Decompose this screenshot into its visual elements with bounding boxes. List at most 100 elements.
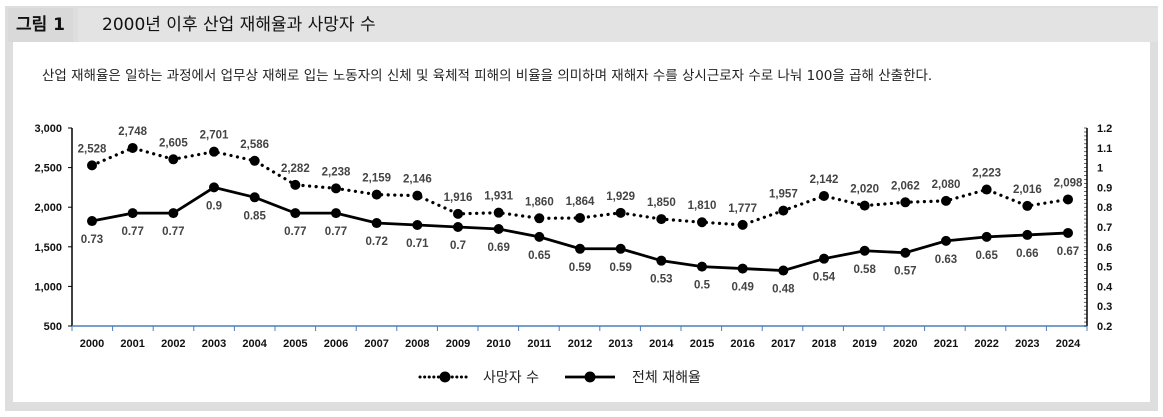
data-label: 0.48 xyxy=(772,284,795,296)
data-label: 1,929 xyxy=(606,191,635,203)
x-tick-label: 2020 xyxy=(893,338,917,350)
data-point xyxy=(1063,227,1073,238)
data-point xyxy=(168,208,179,219)
data-label: 0.77 xyxy=(325,226,347,238)
left-tick-label: 1,000 xyxy=(34,281,62,293)
x-tick-label: 2019 xyxy=(852,338,876,350)
data-label: 0.77 xyxy=(121,226,143,238)
x-tick-label: 2003 xyxy=(202,338,226,350)
data-label: 1,931 xyxy=(484,191,513,203)
data-point xyxy=(819,253,829,264)
x-tick-label: 2010 xyxy=(486,338,510,350)
data-label: 1,850 xyxy=(647,197,676,209)
legend-label: 전체 재해율 xyxy=(632,370,701,386)
data-point xyxy=(859,200,870,211)
data-label: 0.67 xyxy=(1057,246,1079,258)
data-point xyxy=(615,243,626,254)
right-tick-label: 0.5 xyxy=(1097,262,1112,274)
data-point xyxy=(371,218,382,229)
data-label: 0.59 xyxy=(569,262,591,274)
data-label: 0.77 xyxy=(162,226,184,238)
data-point xyxy=(1022,200,1033,211)
data-label: 2,159 xyxy=(362,173,391,185)
data-point xyxy=(778,205,789,216)
data-point xyxy=(697,217,707,228)
x-tick-label: 2001 xyxy=(120,338,144,350)
data-point xyxy=(87,160,97,171)
x-tick-label: 2007 xyxy=(364,338,388,350)
data-point xyxy=(900,247,911,258)
data-point xyxy=(1063,194,1073,205)
data-label: 2,016 xyxy=(1013,184,1042,196)
x-tick-label: 2000 xyxy=(80,338,104,350)
data-label: 2,142 xyxy=(810,174,839,186)
x-tick-label: 2016 xyxy=(730,338,754,350)
data-point xyxy=(453,222,463,232)
data-point xyxy=(493,207,504,218)
x-tick-label: 2015 xyxy=(690,338,714,350)
data-label: 2,701 xyxy=(200,130,229,142)
data-label: 1,860 xyxy=(525,196,554,208)
data-point xyxy=(249,155,260,166)
right-tick-label: 0.7 xyxy=(1097,222,1112,234)
data-point xyxy=(290,208,301,219)
left-tick-label: 500 xyxy=(44,321,62,333)
data-label: 2,528 xyxy=(78,143,107,155)
x-tick-label: 2017 xyxy=(771,338,795,350)
data-label: 0.59 xyxy=(609,262,631,274)
data-point xyxy=(981,184,992,195)
data-point xyxy=(859,245,870,256)
left-tick-label: 2,500 xyxy=(34,163,62,175)
data-label: 0.73 xyxy=(81,234,103,246)
data-label: 1,810 xyxy=(688,200,717,212)
right-tick-label: 0.4 xyxy=(1097,281,1113,293)
data-point xyxy=(412,220,423,231)
data-point xyxy=(778,265,789,276)
data-point xyxy=(575,243,585,254)
figure-description: 산업 재해율은 일하는 과정에서 업무상 재해로 입는 노동자의 신체 및 육체… xyxy=(42,68,933,84)
data-point xyxy=(209,182,219,193)
x-tick-label: 2021 xyxy=(934,338,958,350)
x-tick-label: 2014 xyxy=(649,338,674,350)
data-label: 0.54 xyxy=(813,272,836,284)
data-point xyxy=(534,231,545,242)
left-tick-label: 3,000 xyxy=(34,123,62,135)
data-label: 0.57 xyxy=(894,266,916,278)
data-label: 2,586 xyxy=(240,139,269,151)
x-tick-label: 2006 xyxy=(324,338,348,350)
data-point xyxy=(900,197,911,208)
legend-label: 사망자 수 xyxy=(483,370,539,386)
right-tick-label: 1 xyxy=(1097,163,1103,175)
data-label: 2,098 xyxy=(1054,177,1083,189)
data-label: 0.9 xyxy=(206,200,222,212)
data-point xyxy=(209,146,219,157)
x-tick-label: 2011 xyxy=(527,338,551,350)
data-label: 0.5 xyxy=(694,280,711,292)
data-point xyxy=(493,223,504,234)
data-label: 2,146 xyxy=(403,174,432,186)
data-label: 0.49 xyxy=(731,282,753,294)
data-point xyxy=(819,190,829,201)
legend-marker xyxy=(584,371,596,383)
right-tick-label: 0.8 xyxy=(1097,202,1112,214)
right-tick-label: 0.3 xyxy=(1097,301,1112,313)
data-point xyxy=(331,183,341,194)
data-point xyxy=(615,207,626,218)
data-point xyxy=(127,208,138,219)
x-tick-label: 2013 xyxy=(608,338,632,350)
figure-title: 2000년 이후 산업 재해율과 사망자 수 xyxy=(78,8,1158,42)
right-tick-label: 1.2 xyxy=(1097,123,1112,135)
data-label: 1,957 xyxy=(769,189,798,201)
data-point xyxy=(981,231,992,242)
data-label: 0.66 xyxy=(1016,248,1038,260)
data-point xyxy=(941,195,951,206)
data-label: 0.53 xyxy=(650,274,672,286)
data-label: 1,864 xyxy=(566,196,595,208)
data-label: 0.63 xyxy=(935,254,957,266)
data-point xyxy=(453,208,463,219)
x-tick-label: 2004 xyxy=(242,338,267,350)
left-tick-label: 1,500 xyxy=(34,242,62,254)
data-label: 2,238 xyxy=(322,166,351,178)
data-label: 0.77 xyxy=(284,226,306,238)
x-tick-label: 2023 xyxy=(1015,338,1039,350)
